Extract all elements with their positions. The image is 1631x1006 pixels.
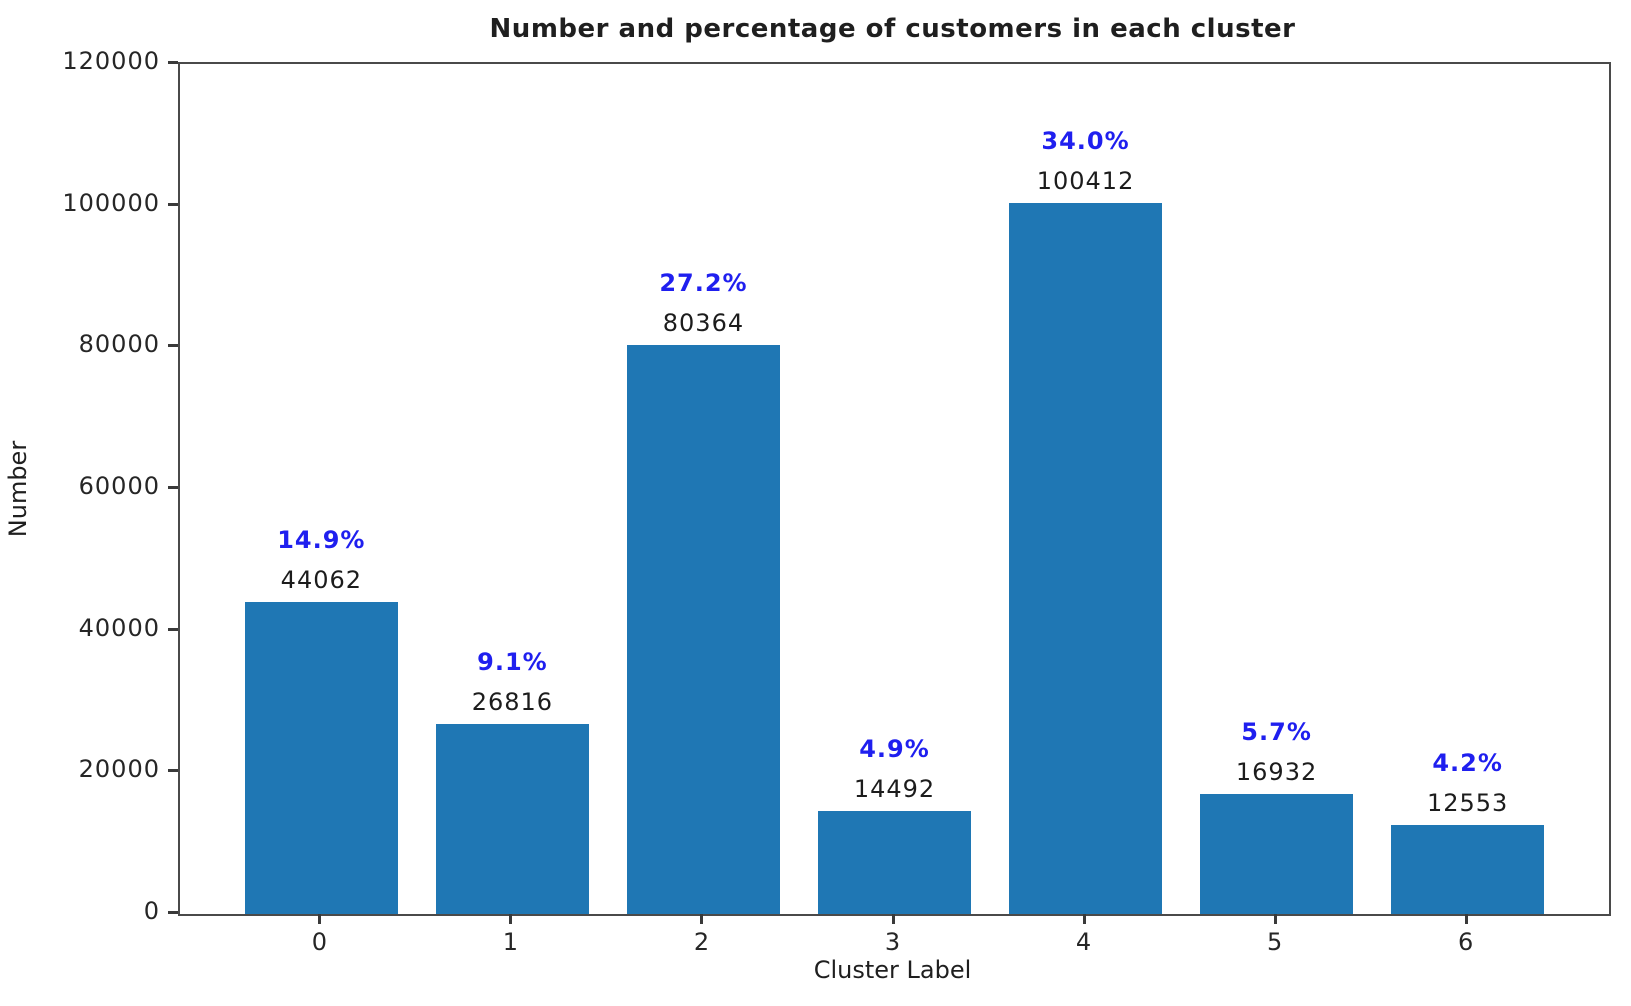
x-tick-mark [1464,914,1468,924]
y-tick-mark [168,61,178,64]
bar-percent-label: 9.1% [477,648,548,677]
bar-value-label: 26816 [471,688,554,717]
y-tick-mark [168,202,178,206]
x-tick-mark [700,914,704,924]
y-tick-label: 0 [143,897,160,925]
bar-value-label: 100412 [1036,166,1135,195]
y-tick-label: 80000 [78,330,160,359]
bar-value-label: 14492 [853,775,936,804]
y-tick-label: 20000 [78,755,160,784]
x-tick-mark [1082,914,1086,924]
x-tick-label: 3 [884,928,901,956]
bar-value-label: 80364 [662,308,745,337]
plot-area: 44062 14.9% 26816 9.1% 80364 27.2% 14492 4.9% 10… [178,62,1611,916]
x-tick-label: 5 [1266,928,1283,956]
bar-percent-label: 14.9% [277,525,366,554]
x-tick-label: 1 [502,928,519,956]
chart-title: Number and percentage of customers in ea… [489,14,1296,44]
bar-percent-label: 27.2% [659,268,748,297]
x-tick-mark [1273,914,1277,924]
y-tick-label: 100000 [62,188,160,217]
x-tick-mark [509,914,513,924]
bar-percent-label: 34.0% [1041,126,1130,155]
x-axis-label: Cluster Label [813,956,972,984]
bar-value-label: 16932 [1235,758,1318,787]
y-tick-mark [168,769,178,773]
bar-cluster-5 [1200,794,1354,914]
y-tick-label: 120000 [62,47,160,75]
y-tick-mark [168,486,178,489]
y-tick-mark [168,911,178,914]
y-tick-mark [168,627,178,631]
x-tick-label: 2 [693,928,710,956]
bar-cluster-6 [1391,825,1545,914]
bar-cluster-0 [244,601,398,914]
y-tick-label: 60000 [78,472,160,500]
x-tick-label: 0 [311,928,327,956]
y-tick-mark [168,344,178,348]
bar-cluster-4 [1009,202,1163,914]
bar-cluster-2 [626,344,780,914]
bar-cluster-1 [435,724,589,914]
x-tick-mark [891,914,895,924]
x-tick-label: 6 [1457,928,1474,956]
bar-value-label: 44062 [280,565,363,594]
y-tick-label: 40000 [78,613,160,642]
bar-percent-label: 5.7% [1241,718,1312,747]
x-tick-mark [318,914,322,924]
bar-percent-label: 4.2% [1432,749,1503,778]
bar-percent-label: 4.9% [859,735,930,764]
bar-value-label: 12553 [1426,789,1509,818]
bar-cluster-3 [818,811,971,914]
x-tick-label: 4 [1075,928,1092,956]
